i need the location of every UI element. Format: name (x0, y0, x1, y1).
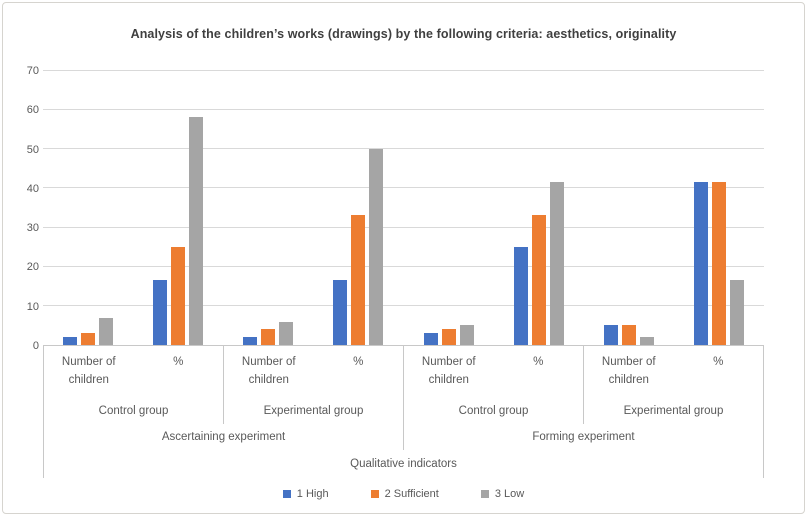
plot-slot (313, 71, 403, 345)
axis-slot-label: Number of children (61, 356, 116, 386)
bar-2-sufficient (351, 214, 366, 345)
plot-group (43, 71, 223, 345)
bar-1-high (513, 247, 528, 345)
axis-group-cell: Number of children% Experimental group (224, 346, 404, 424)
y-tick-label-40: 40 (26, 182, 39, 195)
axis-slot-label: % (713, 356, 724, 368)
bar-3-low (189, 116, 204, 345)
y-tick-label-60: 60 (26, 104, 39, 117)
plot-slot (223, 71, 313, 345)
plot-group (223, 71, 403, 345)
axis-group-cell: Number of children% Control group (44, 346, 224, 424)
legend-swatch-icon (370, 490, 379, 498)
bar-1-high (603, 325, 618, 345)
axis-level-1-2: Number of children% Control group Number o… (44, 346, 763, 424)
legend-label: 3 Low (494, 488, 525, 500)
plot-slot (43, 71, 133, 345)
bar-3-low (639, 337, 654, 345)
bar-1-high (153, 279, 168, 345)
axis-slot-label: Number of children (241, 356, 296, 386)
axis-group-cell: Number of children% Experimental group (584, 346, 763, 424)
y-tick-label-30: 30 (26, 222, 39, 235)
plot-slot (494, 71, 584, 345)
legend-swatch-icon (282, 490, 291, 498)
y-tick-label-10: 10 (26, 300, 39, 313)
axis-group-label: Experimental group (263, 405, 364, 417)
gridline-10 (43, 304, 764, 306)
legend-label: 2 Sufficient (384, 488, 439, 500)
gridline-20 (43, 265, 764, 267)
gridline-50 (43, 148, 764, 150)
bar-3-low (99, 317, 114, 345)
axis-slot-label: % (173, 356, 184, 368)
y-tick-label-0: 0 (32, 340, 39, 352)
axis-experiment-label: Forming experiment (532, 431, 635, 443)
gridline-60 (43, 109, 764, 111)
bar-3-low (729, 279, 744, 345)
gridline-40 (43, 187, 764, 189)
plot-group (584, 71, 764, 345)
category-axis: Number of children% Control group Number o… (43, 346, 764, 478)
bar-2-sufficient (441, 329, 456, 345)
bar-2-sufficient (171, 247, 186, 345)
bar-1-high (243, 337, 258, 345)
bar-2-sufficient (261, 329, 276, 345)
y-tick-label-50: 50 (26, 143, 39, 156)
axis-experiment-label: Ascertaining experiment (44, 424, 404, 450)
legend-item: 3 Low (480, 488, 525, 500)
bar-1-high (333, 279, 348, 345)
axis-slot-label: % (533, 356, 544, 368)
bar-3-low (279, 321, 294, 345)
axis-group-label: Control group (458, 405, 529, 417)
y-tick-label-70: 70 (26, 65, 39, 77)
plot-group (404, 71, 584, 345)
plot-area (43, 70, 765, 346)
axis-slot-label: Number of children (421, 356, 476, 386)
legend-item: 1 High (282, 488, 329, 500)
gridline-30 (43, 226, 764, 228)
plot-slot (404, 71, 494, 345)
axis-group-cell: Number of children% Control group (404, 346, 584, 424)
bar-3-low (459, 325, 474, 345)
y-tick-label-20: 20 (26, 261, 39, 274)
bar-2-sufficient (81, 333, 96, 345)
bar-1-high (423, 333, 438, 345)
axis-group-label: Control group (98, 405, 169, 417)
gridline-70 (43, 70, 764, 71)
axis-slot-label: Number of children (601, 356, 656, 386)
bar-2-sufficient (711, 181, 726, 345)
plot-slot (133, 71, 223, 345)
bar-3-low (369, 149, 384, 345)
bar-3-low (549, 181, 564, 345)
plot-slot (674, 71, 764, 345)
legend-item: 2 Sufficient (370, 488, 439, 500)
legend: 1 High 2 Sufficient 3 Low (3, 484, 804, 504)
legend-label: 1 High (296, 488, 329, 500)
chart-title: Analysis of the children’s works (drawin… (130, 27, 677, 41)
bar-1-high (693, 181, 708, 345)
axis-bottom-label: Qualitative indicators (350, 458, 457, 470)
bar-1-high (63, 337, 78, 345)
bar-2-sufficient (531, 214, 546, 345)
legend-swatch-icon (480, 490, 489, 498)
plot-section (43, 71, 404, 345)
plot-section (404, 71, 765, 345)
axis-group-label: Experimental group (623, 405, 724, 417)
plot-slot (584, 71, 674, 345)
axis-level-3: Ascertaining experiment Forming experimen… (44, 424, 763, 450)
bar-2-sufficient (621, 325, 636, 345)
axis-slot-label: % (353, 356, 364, 368)
y-axis: 0 10 20 30 40 50 60 70 (9, 65, 39, 352)
